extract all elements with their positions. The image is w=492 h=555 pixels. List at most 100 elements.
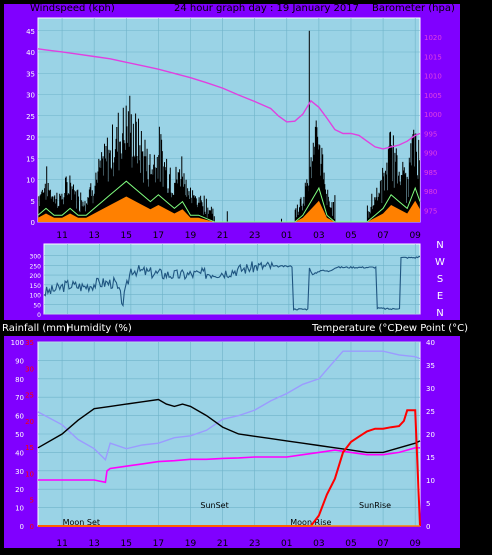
humidity-ytick-6: 60 bbox=[15, 413, 24, 421]
wind-xtick-0: 11 bbox=[56, 231, 67, 241]
wind-ytick-4: 20 bbox=[26, 134, 35, 142]
temperature-xtick-11: 09 bbox=[409, 539, 421, 549]
temp-ytick-4: 20 bbox=[426, 431, 435, 439]
temperature-xtick-2: 15 bbox=[121, 539, 132, 549]
direction-ytick-5: 250 bbox=[30, 263, 42, 270]
rain-ytick-4: 20 bbox=[25, 418, 34, 426]
humidity-label: Humidity (%) bbox=[66, 323, 132, 334]
wind-xtick-5: 21 bbox=[217, 231, 228, 241]
wind-ytick-0: 0 bbox=[31, 219, 35, 227]
wind-xtick-11: 09 bbox=[409, 231, 421, 241]
baro-ytick-0: 975 bbox=[424, 207, 437, 215]
temp-ytick-0: 0 bbox=[426, 523, 430, 531]
humidity-line bbox=[37, 350, 421, 462]
temp-ytick-3: 15 bbox=[426, 454, 435, 462]
temp-ytick-2: 10 bbox=[426, 477, 435, 485]
temperature-line bbox=[37, 398, 421, 454]
wind-panel: 0510152025303540459759809859909951000100… bbox=[26, 17, 442, 241]
dewpoint-line bbox=[38, 446, 420, 484]
direction-line bbox=[43, 256, 421, 311]
rain-ytick-2: 10 bbox=[25, 470, 34, 478]
wind-ytick-8: 40 bbox=[26, 49, 35, 57]
wind-xtick-3: 17 bbox=[153, 231, 164, 241]
temperature-xtick-6: 23 bbox=[249, 539, 260, 549]
wind-ytick-7: 35 bbox=[26, 70, 35, 78]
temperature-xtick-10: 07 bbox=[377, 539, 388, 549]
annotation-0: Moon Set bbox=[63, 518, 100, 527]
temperature-xtick-7: 01 bbox=[281, 539, 292, 549]
rain-ytick-7: 35 bbox=[25, 339, 34, 347]
direction-plot-area bbox=[43, 243, 421, 315]
wind-average-line bbox=[37, 180, 421, 223]
baro-ytick-2: 985 bbox=[424, 169, 437, 177]
wind-xtick-10: 07 bbox=[377, 231, 388, 241]
temp-ytick-7: 35 bbox=[426, 362, 435, 370]
rain-ytick-1: 5 bbox=[30, 497, 34, 505]
humidity-ytick-0: 0 bbox=[20, 523, 24, 531]
baro-ytick-8: 1015 bbox=[424, 53, 442, 61]
wind-ytick-2: 10 bbox=[26, 177, 35, 185]
temperature-xtick-0: 11 bbox=[56, 539, 67, 549]
temp-ytick-1: 5 bbox=[426, 500, 430, 508]
wind-xtick-8: 03 bbox=[313, 231, 324, 241]
rain-ytick-0: 0 bbox=[30, 523, 34, 531]
direction-right-label-0: N bbox=[436, 240, 443, 251]
header-title: 24 hour graph day : 19 January 2017 bbox=[174, 3, 359, 14]
temperature-label: Temperature (°C) bbox=[311, 323, 398, 334]
baro-ytick-7: 1010 bbox=[424, 73, 442, 81]
direction-right-label-4: N bbox=[436, 308, 443, 319]
humidity-ytick-3: 30 bbox=[15, 468, 24, 476]
humidity-ytick-1: 10 bbox=[15, 505, 24, 513]
direction-ytick-0: 0 bbox=[37, 312, 41, 319]
rain-label: Rainfall (mm) bbox=[2, 323, 70, 334]
rain-ytick-6: 30 bbox=[25, 365, 34, 373]
wind-xtick-4: 19 bbox=[185, 231, 197, 241]
rainfall-line bbox=[38, 409, 421, 527]
header-left-label: Windspeed (kph) bbox=[30, 3, 115, 14]
dewpoint-label: Dew Point (°C) bbox=[395, 323, 468, 334]
humidity-ytick-10: 100 bbox=[11, 339, 24, 347]
header-right-label: Barometer (hpa) bbox=[372, 3, 455, 14]
humidity-ytick-7: 70 bbox=[15, 394, 24, 402]
temp-ytick-6: 30 bbox=[426, 385, 435, 393]
wind-xtick-1: 13 bbox=[88, 231, 99, 241]
wind-ytick-5: 25 bbox=[26, 113, 35, 121]
direction-right-label-3: E bbox=[437, 291, 443, 302]
wind-ytick-1: 5 bbox=[31, 198, 35, 206]
wind-gust-spikes bbox=[38, 30, 420, 222]
temp-ytick-5: 25 bbox=[426, 408, 435, 416]
annotation-1: SunSet bbox=[200, 501, 228, 510]
annotation-3: SunRise bbox=[359, 501, 391, 510]
rain-ytick-5: 25 bbox=[25, 392, 34, 400]
direction-right-label-2: S bbox=[437, 274, 443, 285]
humidity-ytick-5: 50 bbox=[15, 431, 24, 439]
humidity-ytick-2: 20 bbox=[15, 486, 24, 494]
temperature-xtick-5: 21 bbox=[217, 539, 228, 549]
baro-ytick-9: 1020 bbox=[424, 34, 442, 42]
baro-ytick-5: 1000 bbox=[424, 111, 442, 119]
temperature-xtick-8: 03 bbox=[313, 539, 324, 549]
baro-ytick-1: 980 bbox=[424, 188, 437, 196]
wind-average-area bbox=[38, 196, 420, 222]
temperature-xtick-3: 17 bbox=[153, 539, 164, 549]
temp-ytick-8: 40 bbox=[426, 339, 435, 347]
barometer-line bbox=[37, 48, 421, 150]
temperature-xtick-9: 05 bbox=[345, 539, 356, 549]
annotation-2: Moon Rise bbox=[290, 518, 331, 527]
baro-ytick-6: 1005 bbox=[424, 92, 442, 100]
direction-ytick-2: 100 bbox=[30, 293, 42, 300]
humidity-ytick-4: 40 bbox=[15, 449, 24, 457]
direction-right-label-1: W bbox=[435, 257, 445, 268]
rain-ytick-3: 15 bbox=[25, 444, 34, 452]
temperature-panel: 0102030405060708090100051015202530350510… bbox=[11, 339, 435, 549]
temperature-xtick-1: 13 bbox=[88, 539, 99, 549]
direction-ytick-3: 150 bbox=[30, 283, 42, 290]
wind-xtick-6: 23 bbox=[249, 231, 260, 241]
baro-ytick-3: 990 bbox=[424, 150, 437, 158]
direction-ytick-1: 50 bbox=[33, 302, 41, 309]
direction-ytick-6: 300 bbox=[30, 254, 42, 261]
wind-ytick-9: 45 bbox=[26, 28, 35, 36]
wind-ytick-6: 30 bbox=[26, 92, 35, 100]
